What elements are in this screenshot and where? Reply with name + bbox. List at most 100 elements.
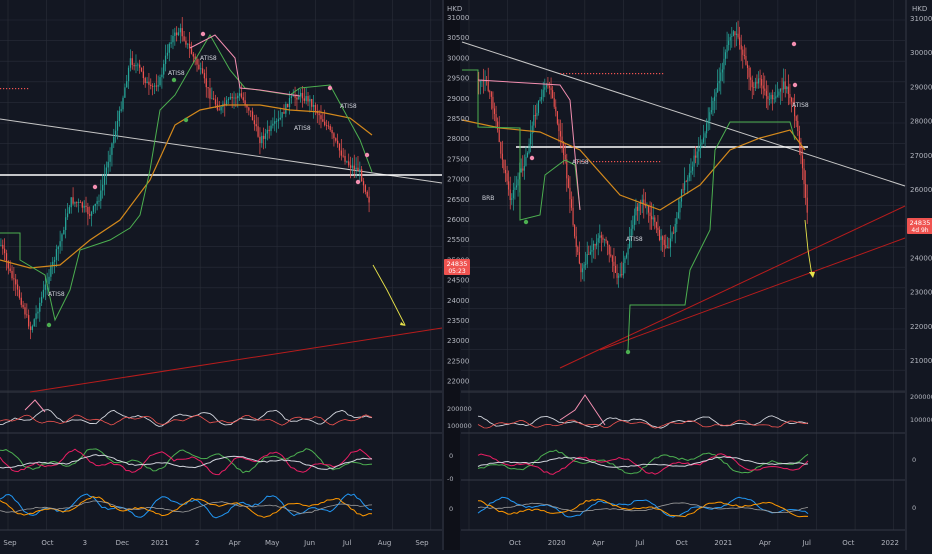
currency-label: HKD [912, 5, 927, 13]
candle-body [331, 130, 333, 134]
right-trend-line [461, 41, 906, 187]
candle-body [707, 120, 709, 124]
candle-body [37, 311, 39, 314]
candle-body [35, 313, 37, 320]
right-dot-marker [611, 73, 613, 75]
right-dot-marker [584, 73, 586, 75]
candle-body [133, 64, 135, 67]
left-time-label: Apr [229, 539, 241, 547]
candle-body [735, 33, 738, 35]
left-dot-marker [0, 88, 2, 90]
left-time-label: Aug [378, 539, 392, 547]
candle-body [31, 326, 34, 330]
candle-body [671, 232, 673, 239]
candle-body [118, 110, 120, 122]
right-price-badge-timer: 4d 9h [911, 227, 928, 234]
candle-body [53, 259, 56, 262]
right-price-tick: 22000 [910, 323, 932, 331]
candle-body [309, 98, 311, 102]
candle-body [335, 138, 337, 141]
candle-body [775, 96, 777, 99]
left-dot-marker [18, 88, 20, 90]
candle-body [100, 190, 102, 201]
left-time-label: Sep [415, 539, 429, 547]
candle-body [39, 302, 41, 312]
candle-body [29, 326, 32, 330]
candle-body [324, 121, 326, 126]
right-time-label: Apr [592, 539, 604, 547]
candle-body [778, 91, 780, 96]
right-dot-marker [617, 161, 619, 163]
candle-body [728, 40, 730, 46]
candle-body [588, 254, 590, 255]
candle-body [166, 52, 169, 56]
candle-body [762, 85, 764, 89]
candle-body [550, 87, 552, 91]
candle-body [718, 80, 720, 84]
candle-body [547, 84, 549, 87]
right-dot-marker [644, 73, 646, 75]
right-dot-marker [644, 161, 646, 163]
candle-body [264, 133, 267, 139]
signal-dot [171, 77, 177, 83]
left-osc1-signal [0, 454, 373, 470]
right-dot-marker [614, 73, 616, 75]
candle-body [181, 28, 183, 37]
sub-pane-indicators [0, 394, 809, 519]
candle-body [709, 112, 711, 121]
right-osc2-orange [477, 498, 809, 518]
candle-body [235, 97, 237, 99]
candle-body [207, 87, 209, 89]
candle-body [353, 165, 355, 170]
candle-body [765, 90, 767, 97]
candle-body [611, 256, 613, 262]
candle-body [753, 87, 755, 89]
right-signal-label: ATIS8 [572, 159, 589, 166]
candle-body [229, 96, 231, 99]
right-dot-marker [575, 73, 577, 75]
candle-body [0, 244, 2, 246]
right-dot-marker [602, 73, 604, 75]
candle-body [574, 224, 576, 237]
right-dot-marker [647, 73, 649, 75]
candle-body [59, 241, 61, 247]
candle-body [805, 184, 807, 198]
candle-body [270, 125, 272, 132]
candle-body [40, 296, 43, 303]
right-time-label: Oct [676, 539, 688, 547]
candle-body [638, 203, 640, 211]
candle-body [13, 278, 15, 280]
right-dot-marker [662, 73, 664, 75]
left-time-label: May [265, 539, 279, 547]
left-price-tick: 26500 [447, 196, 469, 204]
candle-body [253, 120, 256, 125]
candle-body [493, 108, 496, 115]
candle-body [701, 142, 703, 145]
candle-body [131, 58, 133, 65]
candle-body [616, 272, 618, 278]
candle-body [155, 85, 157, 87]
candle-body [205, 78, 207, 88]
candle-body [250, 110, 252, 112]
candle-body [227, 98, 230, 101]
right-dot-marker [602, 161, 604, 163]
candle-body [655, 221, 657, 228]
signal-dot [791, 41, 797, 47]
right-dot-marker [656, 73, 658, 75]
candle-body [764, 88, 766, 91]
candle-body [512, 189, 514, 199]
candle-body [70, 197, 72, 208]
candle-body [610, 254, 612, 257]
overlay-lines [0, 41, 906, 393]
right-dot-marker [599, 73, 601, 75]
candle-body [336, 140, 339, 144]
candle-body [55, 249, 58, 260]
candle-body [514, 187, 516, 190]
candle-body [194, 56, 196, 60]
right-osc1-pink [477, 453, 809, 475]
candle-body [137, 64, 139, 66]
candle-body [288, 98, 291, 108]
right-dot-marker [587, 73, 589, 75]
left-osc2-tick: 0 [449, 505, 453, 513]
